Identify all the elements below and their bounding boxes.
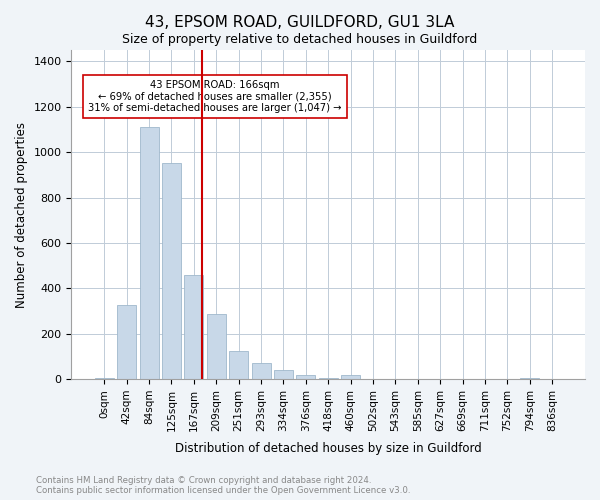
Bar: [140, 127, 158, 379]
Text: Contains HM Land Registry data © Crown copyright and database right 2024.
Contai: Contains HM Land Registry data © Crown c…: [36, 476, 410, 495]
Bar: [207, 314, 226, 379]
Bar: [229, 350, 248, 379]
Bar: [117, 306, 136, 379]
Bar: [319, 378, 338, 379]
Bar: [95, 378, 114, 379]
Text: 43, EPSOM ROAD, GUILDFORD, GU1 3LA: 43, EPSOM ROAD, GUILDFORD, GU1 3LA: [145, 15, 455, 30]
Text: Size of property relative to detached houses in Guildford: Size of property relative to detached ho…: [122, 32, 478, 46]
Bar: [274, 370, 293, 379]
Bar: [184, 274, 203, 379]
Y-axis label: Number of detached properties: Number of detached properties: [15, 122, 28, 308]
Bar: [520, 378, 539, 379]
Bar: [296, 374, 316, 379]
Bar: [251, 363, 271, 379]
Bar: [162, 164, 181, 379]
Bar: [341, 374, 360, 379]
X-axis label: Distribution of detached houses by size in Guildford: Distribution of detached houses by size …: [175, 442, 482, 455]
Text: 43 EPSOM ROAD: 166sqm
← 69% of detached houses are smaller (2,355)
31% of semi-d: 43 EPSOM ROAD: 166sqm ← 69% of detached …: [88, 80, 342, 113]
